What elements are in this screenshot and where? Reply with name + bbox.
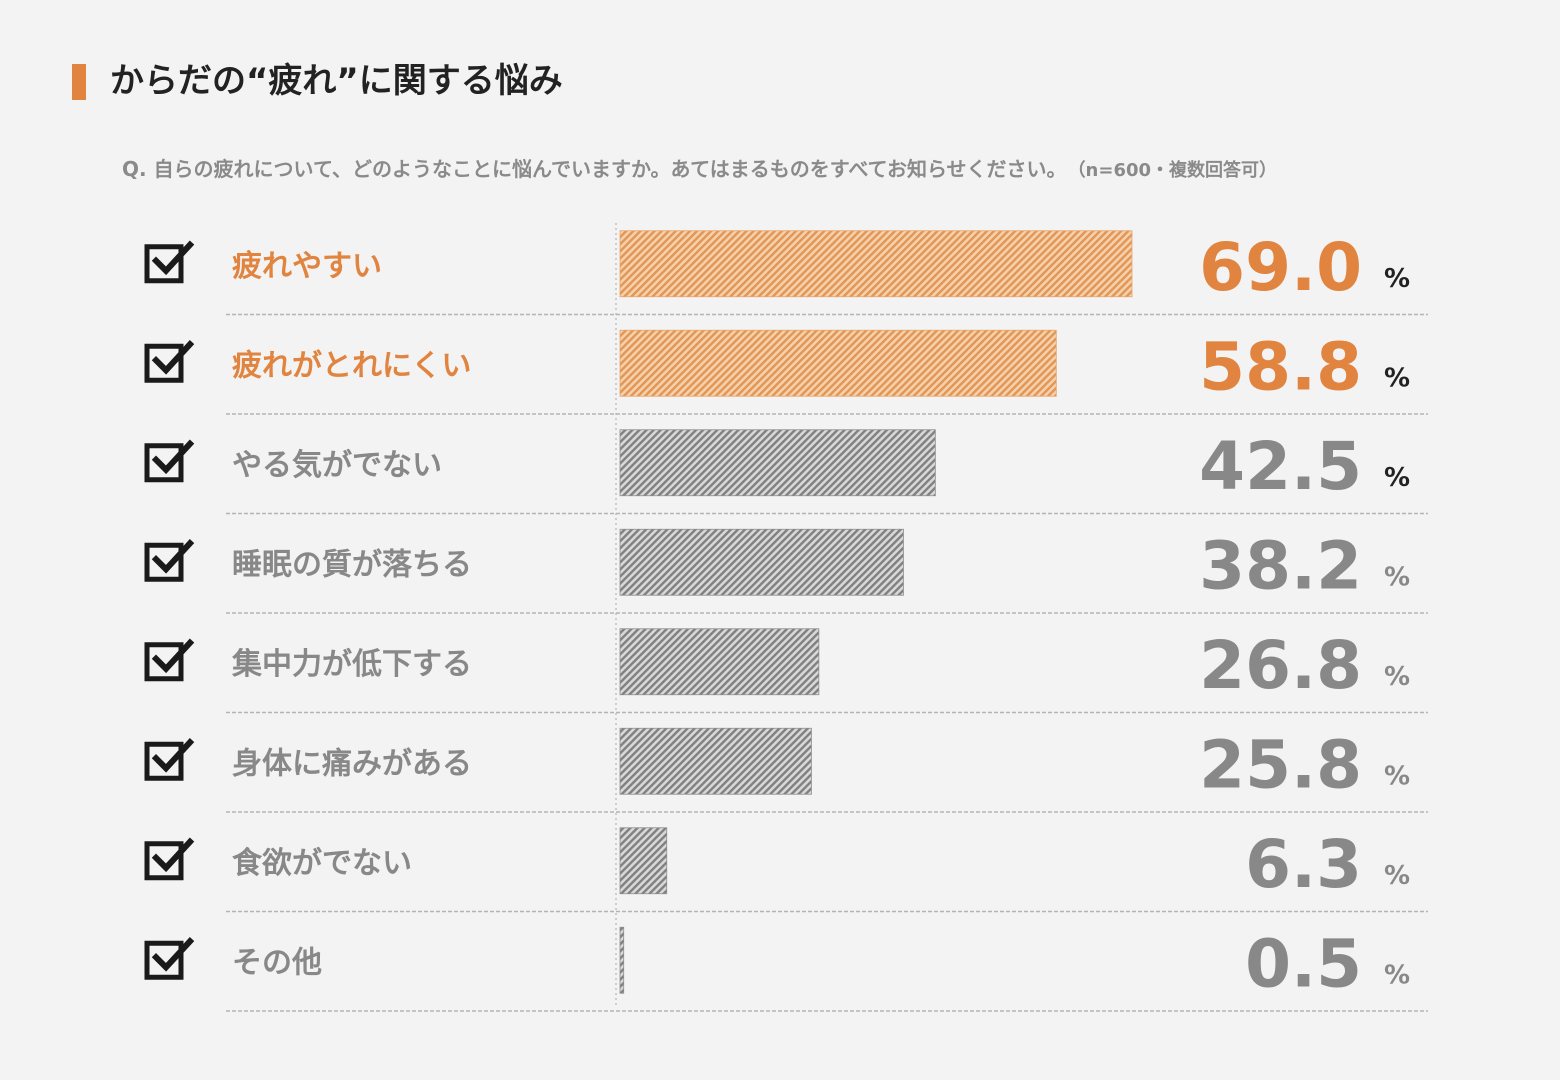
value-label: 26.8: [1199, 627, 1362, 704]
percent-unit: %: [1384, 463, 1410, 493]
bar: [619, 230, 1133, 298]
value-label: 6.3: [1245, 826, 1362, 903]
category-label: 集中力が低下する: [231, 647, 472, 682]
checkbox-icon: [144, 738, 195, 781]
bar: [619, 528, 904, 596]
question-text: Q. 自らの疲れについて、どのようなことに悩んでいますか。あてはまるものをすべて…: [122, 154, 1277, 186]
checkmark: [151, 937, 195, 972]
chart-title: からだの“疲れ”に関する悩み: [110, 61, 563, 101]
checkbox-frame: [144, 542, 184, 582]
checkbox-frame: [144, 642, 184, 682]
checkbox-icon: [144, 539, 195, 582]
percent-unit: %: [1384, 761, 1410, 791]
value-label: 0.5: [1245, 925, 1362, 1002]
bar: [619, 926, 625, 994]
bar: [619, 429, 936, 497]
value-label: 38.2: [1199, 527, 1362, 604]
bar: [619, 827, 668, 895]
checkmark: [151, 439, 195, 475]
percent-unit: %: [1384, 960, 1410, 990]
checkbox-frame: [144, 244, 184, 284]
value-label: 69.0: [1199, 229, 1362, 306]
bar: [619, 329, 1057, 397]
value-label: 58.8: [1199, 328, 1362, 405]
checkbox-frame: [144, 841, 184, 881]
category-label: 身体に痛みがある: [232, 746, 472, 781]
percent-unit: %: [1384, 264, 1410, 294]
checkbox-icon: [144, 937, 195, 980]
bar: [619, 628, 820, 696]
checkbox-icon: [144, 837, 195, 881]
checkbox-icon: [144, 340, 195, 383]
checkbox-frame: [144, 741, 184, 781]
checkmark: [151, 738, 195, 773]
category-label: やる気がでない: [232, 448, 442, 483]
checkbox-icon: [144, 638, 195, 682]
checkmark: [151, 837, 195, 873]
category-label: 疲れがとれにくい: [232, 348, 471, 383]
sample-note: （n=600・複数回答可）: [1076, 160, 1278, 181]
title-accent-bar: [72, 64, 86, 100]
checkbox-frame: [144, 343, 184, 383]
checkbox-frame: [144, 940, 184, 980]
category-label: 疲れやすい: [232, 249, 382, 284]
checkbox-icon: [144, 240, 195, 284]
checkbox-icon: [144, 439, 195, 483]
checkmark: [151, 539, 195, 574]
percent-unit: %: [1384, 861, 1410, 891]
category-label: 睡眠の質が落ちる: [232, 547, 472, 582]
value-label: 25.8: [1199, 726, 1362, 803]
checkmark: [151, 240, 195, 276]
checkmark: [151, 340, 195, 375]
percent-unit: %: [1384, 562, 1410, 592]
checkbox-frame: [144, 443, 184, 483]
value-label: 42.5: [1199, 428, 1362, 505]
checkmark: [151, 638, 195, 674]
question-label: Q. 自らの疲れについて、どのようなことに悩んでいますか。あてはまるものをすべて…: [122, 157, 1067, 181]
percent-unit: %: [1384, 662, 1410, 692]
bar: [619, 727, 812, 795]
percent-unit: %: [1384, 363, 1410, 393]
category-label: その他: [232, 945, 322, 980]
category-label: 食欲がでない: [232, 846, 412, 881]
